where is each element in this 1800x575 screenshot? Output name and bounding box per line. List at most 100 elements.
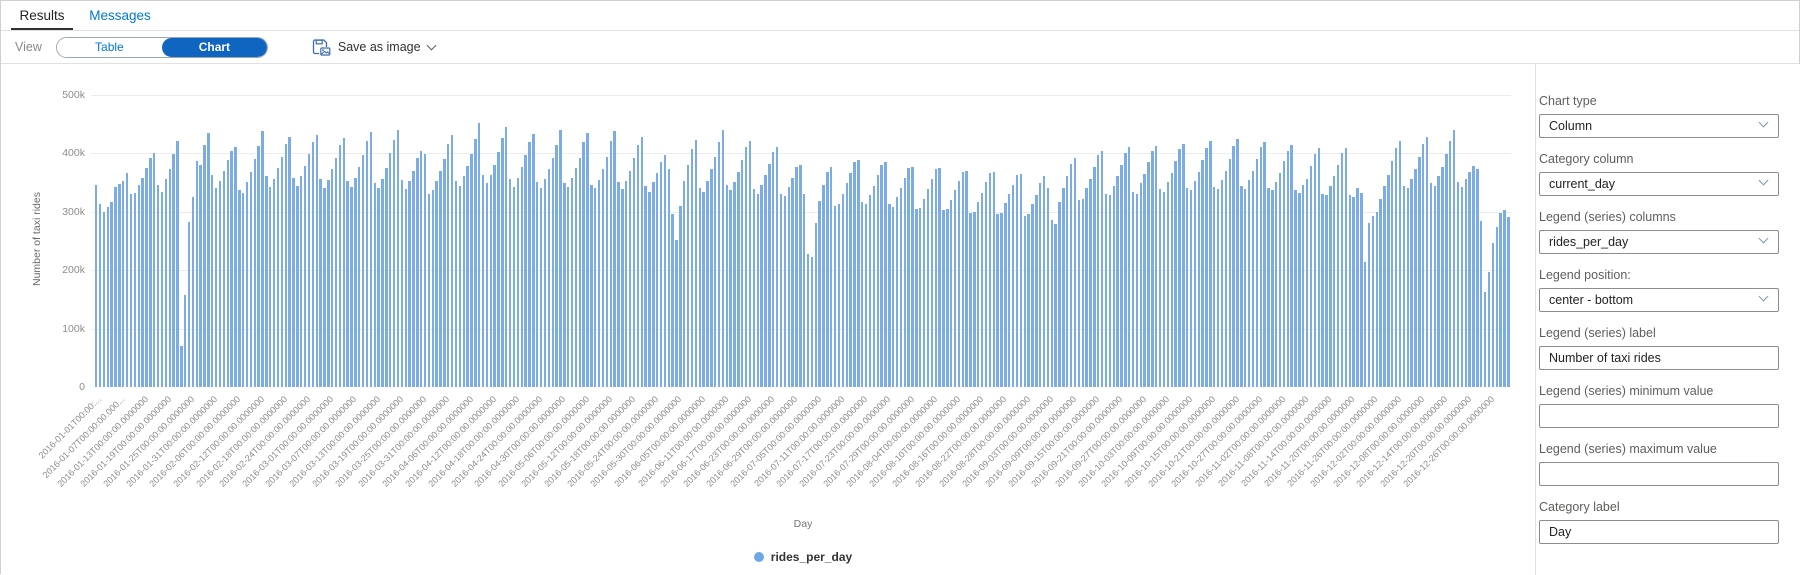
bar bbox=[659, 162, 663, 387]
bar bbox=[400, 179, 404, 387]
bar bbox=[880, 164, 883, 387]
bar bbox=[300, 176, 303, 387]
bar bbox=[458, 185, 462, 387]
chart-toggle-button[interactable]: Chart bbox=[161, 37, 267, 57]
y-axis-tick-label: 100k bbox=[62, 322, 85, 335]
bar bbox=[396, 129, 400, 387]
table-toggle-button[interactable]: Table bbox=[56, 37, 162, 57]
bar bbox=[1124, 153, 1127, 387]
bar bbox=[694, 140, 698, 387]
bar bbox=[276, 168, 280, 387]
bar bbox=[636, 144, 640, 387]
bar bbox=[102, 211, 106, 387]
legend-max-input[interactable] bbox=[1539, 462, 1779, 486]
bar bbox=[1422, 143, 1425, 387]
bar bbox=[764, 175, 767, 387]
bar bbox=[338, 144, 342, 387]
bar bbox=[899, 188, 903, 387]
bar bbox=[180, 346, 183, 387]
bar bbox=[183, 294, 187, 387]
bar bbox=[532, 134, 535, 387]
bar bbox=[938, 168, 941, 387]
save-as-image-button[interactable]: Save as image bbox=[312, 38, 437, 56]
bar bbox=[284, 143, 287, 387]
bar bbox=[1182, 143, 1185, 387]
bar bbox=[516, 177, 520, 387]
bar bbox=[261, 130, 264, 387]
bar bbox=[1220, 179, 1224, 387]
bar bbox=[1011, 184, 1015, 387]
bar bbox=[106, 207, 109, 387]
chart-type-label: Chart type bbox=[1539, 94, 1597, 108]
bar bbox=[404, 189, 407, 387]
bar bbox=[977, 202, 980, 387]
bar bbox=[125, 172, 129, 387]
bar bbox=[137, 184, 140, 387]
bar bbox=[857, 160, 860, 387]
category-column-label: Category column bbox=[1539, 152, 1634, 166]
legend-min-input[interactable] bbox=[1539, 404, 1779, 428]
tab-messages[interactable]: Messages bbox=[89, 8, 151, 23]
bar bbox=[756, 193, 759, 387]
bar bbox=[1247, 179, 1251, 387]
legend-position-dropdown[interactable]: center - bottom bbox=[1539, 288, 1779, 312]
bar bbox=[822, 184, 825, 387]
bar bbox=[1476, 169, 1479, 387]
bar bbox=[1441, 167, 1444, 387]
bar bbox=[1213, 186, 1216, 387]
bar bbox=[149, 157, 152, 387]
bar bbox=[214, 188, 218, 387]
bar bbox=[381, 178, 384, 387]
bar bbox=[1008, 193, 1011, 387]
bar bbox=[876, 175, 879, 387]
tab-results[interactable]: Results bbox=[11, 1, 73, 30]
legend-item-rides-per-day[interactable]: rides_per_day bbox=[770, 550, 853, 564]
bar bbox=[1491, 243, 1495, 387]
bar bbox=[249, 171, 253, 387]
view-label: View bbox=[15, 40, 42, 54]
bar bbox=[1205, 148, 1208, 387]
category-label-label: Category label bbox=[1539, 500, 1620, 514]
bar bbox=[1371, 216, 1375, 387]
category-column-dropdown[interactable]: current_day bbox=[1539, 172, 1779, 196]
bar bbox=[242, 192, 245, 387]
bar bbox=[803, 193, 806, 387]
bar bbox=[717, 142, 721, 387]
bar bbox=[311, 142, 315, 387]
bar bbox=[373, 183, 376, 387]
field-legend-label: Legend (series) label bbox=[1539, 326, 1782, 370]
bar bbox=[292, 177, 295, 387]
chart-type-dropdown[interactable]: Column bbox=[1539, 114, 1779, 138]
y-axis-tick-label: 400k bbox=[62, 147, 85, 159]
bar bbox=[1127, 147, 1131, 387]
bar bbox=[833, 205, 837, 387]
bar bbox=[234, 147, 237, 387]
bar bbox=[1166, 182, 1170, 387]
legend-series-label-input[interactable] bbox=[1539, 346, 1779, 370]
gridline bbox=[91, 94, 1511, 96]
legend-columns-dropdown[interactable]: rides_per_day bbox=[1539, 230, 1779, 254]
bar bbox=[493, 164, 496, 387]
bar bbox=[95, 185, 98, 387]
bar bbox=[652, 182, 655, 387]
bar bbox=[1425, 136, 1429, 387]
bar bbox=[1487, 272, 1491, 387]
bar bbox=[826, 171, 829, 387]
bar bbox=[478, 122, 481, 387]
bar bbox=[1081, 198, 1084, 387]
legend-max-label: Legend (series) maximum value bbox=[1539, 442, 1717, 456]
bar bbox=[508, 178, 512, 387]
bar bbox=[122, 181, 125, 387]
bar bbox=[195, 161, 198, 387]
bar bbox=[1282, 161, 1286, 387]
bar bbox=[1097, 155, 1100, 387]
bar bbox=[779, 193, 783, 387]
bar bbox=[934, 169, 937, 387]
bar bbox=[443, 158, 446, 387]
category-label-input[interactable] bbox=[1539, 520, 1779, 544]
field-legend-columns: Legend (series) columns rides_per_day bbox=[1539, 210, 1782, 254]
toolbar: View Table Chart Save as image bbox=[1, 31, 1799, 64]
bar bbox=[690, 149, 694, 387]
bar bbox=[1193, 181, 1197, 387]
bar bbox=[203, 144, 206, 387]
